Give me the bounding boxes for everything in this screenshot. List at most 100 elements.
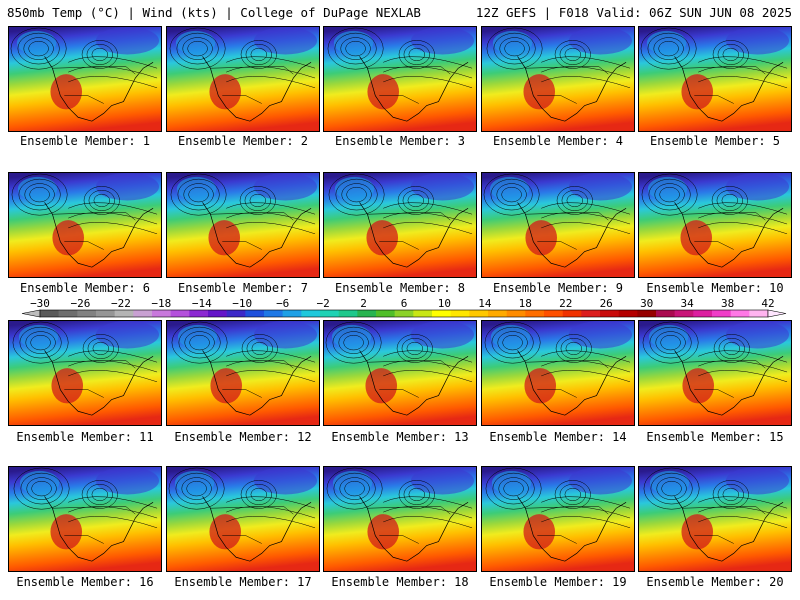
wind-contour — [403, 484, 430, 505]
wind-contour — [189, 334, 210, 351]
wind-contour — [541, 222, 631, 235]
cold-pool — [16, 30, 57, 55]
scale-swatch — [133, 310, 153, 317]
scale-swatch — [656, 310, 675, 317]
wind-contour — [656, 477, 687, 500]
wind-contour — [541, 496, 631, 509]
wind-contour — [18, 178, 61, 211]
wind-contour — [559, 44, 586, 65]
member-label: Ensemble Member: 4 — [492, 134, 624, 148]
scale-tick-label: 18 — [518, 297, 532, 310]
wind-contour — [504, 40, 525, 57]
wind-contour — [339, 477, 370, 500]
coastline — [359, 496, 469, 562]
wind-contour — [81, 40, 118, 69]
wind-contour — [555, 334, 592, 363]
ensemble-member-map — [8, 466, 162, 572]
coastline — [674, 350, 784, 416]
cold-pool — [725, 321, 790, 349]
cold-pool — [253, 467, 318, 495]
wind-contour — [483, 173, 540, 216]
wind-contour — [698, 202, 788, 215]
country-border — [682, 211, 766, 250]
coastline — [517, 56, 627, 122]
wind-contour — [485, 467, 542, 510]
ensemble-member-map — [323, 172, 477, 278]
cold-pool — [646, 30, 687, 55]
country-border — [210, 211, 294, 250]
country-border — [210, 359, 294, 398]
wind-contour — [83, 186, 120, 215]
wind-contour — [654, 183, 685, 206]
wind-contour — [244, 190, 271, 211]
wind-contour — [334, 32, 377, 65]
wind-contour — [91, 47, 108, 61]
wind-contour — [68, 350, 158, 363]
coastline — [44, 350, 154, 416]
scale-swatch — [170, 310, 190, 317]
cold-pool — [253, 173, 318, 201]
wind-contour — [171, 321, 228, 364]
wind-contour — [698, 370, 788, 383]
wind-contour — [713, 334, 750, 363]
ensemble-member-map — [8, 26, 162, 132]
member-label: Ensemble Member: 15 — [646, 430, 784, 444]
wind-contour — [641, 173, 698, 216]
country-border — [367, 359, 451, 398]
wind-contour — [226, 370, 316, 383]
wind-contour — [333, 472, 376, 505]
scale-swatch — [282, 310, 302, 317]
scale-swatch — [208, 310, 227, 317]
wind-contour — [501, 186, 522, 203]
coastline — [44, 496, 154, 562]
cold-pool — [95, 27, 160, 55]
scale-swatch — [637, 310, 657, 317]
scale-swatch — [77, 310, 97, 317]
warm-core — [365, 368, 398, 404]
cold-pool — [176, 176, 217, 201]
ensemble-member-map — [481, 172, 635, 278]
wind-contour — [503, 480, 524, 497]
wind-contour — [490, 178, 533, 211]
wind-contour — [541, 370, 631, 383]
wind-contour — [345, 40, 366, 57]
scale-tick-label: −22 — [110, 297, 131, 310]
scale-tick-label: −14 — [191, 297, 212, 310]
warm-core — [209, 514, 242, 550]
wind-contour — [332, 326, 375, 359]
wind-contour — [68, 56, 158, 69]
wind-contour — [176, 32, 219, 65]
wind-contour — [406, 341, 423, 355]
wind-contour — [93, 193, 110, 207]
wind-contour — [325, 321, 382, 364]
coastline — [517, 496, 627, 562]
cold-pool — [333, 30, 374, 55]
scale-swatch — [338, 310, 358, 317]
wind-contour — [68, 222, 158, 235]
wind-contour — [68, 516, 158, 529]
wind-contour — [240, 40, 277, 69]
wind-contour — [698, 56, 788, 69]
scale-tick-label: −30 — [30, 297, 50, 310]
cold-pool — [568, 321, 633, 349]
ensemble-member-map — [638, 466, 792, 572]
wind-contour — [31, 480, 52, 497]
wind-contour — [554, 480, 591, 509]
warm-core — [50, 514, 83, 550]
cold-pool — [334, 176, 375, 201]
scale-swatch — [245, 310, 265, 317]
cold-pool — [490, 324, 531, 349]
wind-contour — [10, 27, 67, 70]
wind-contour — [68, 370, 158, 383]
wind-contour — [251, 341, 268, 355]
ensemble-member-map — [638, 172, 792, 278]
cold-pool — [568, 467, 633, 495]
ensemble-member-map — [323, 320, 477, 426]
wind-contour — [344, 480, 365, 497]
cold-pool — [489, 176, 530, 201]
member-label: Ensemble Member: 16 — [16, 575, 154, 589]
wind-contour — [650, 472, 693, 505]
wind-contour — [340, 37, 371, 60]
wind-contour — [383, 56, 473, 69]
wind-contour — [559, 484, 586, 505]
